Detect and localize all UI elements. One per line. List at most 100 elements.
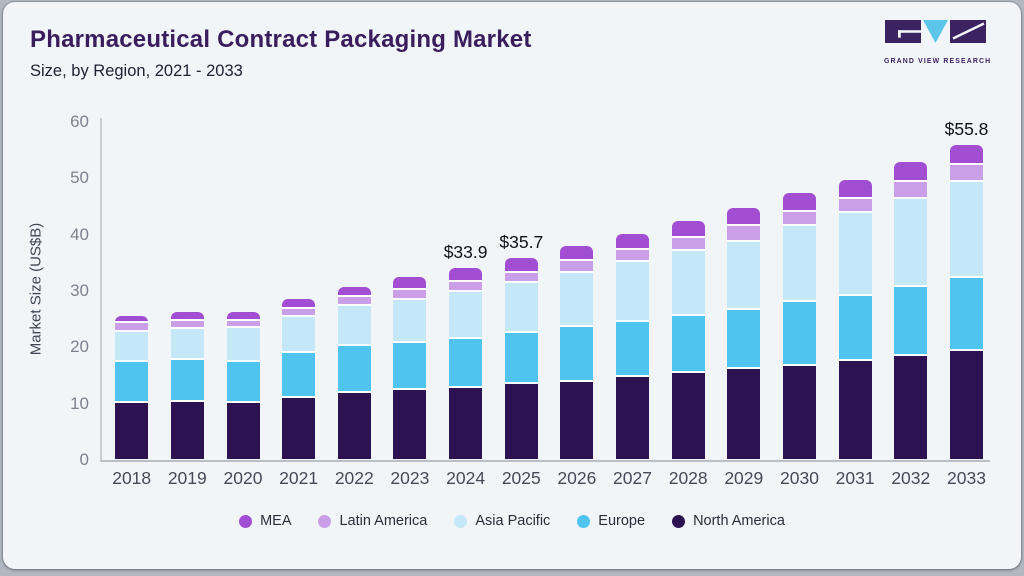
legend-dot-icon: [454, 514, 468, 528]
bar-2018: [115, 316, 149, 459]
x-tick-label-2024: 2024: [446, 468, 486, 488]
bar-segment-north-america: [950, 350, 983, 459]
bar-2033: [950, 144, 983, 459]
x-tick-label-2018: 2018: [112, 468, 152, 488]
bar-segment-mea: [950, 144, 983, 165]
bar-segment-latin-america: [282, 308, 316, 318]
bar-segment-mea: [616, 234, 649, 251]
bar-segment-asia-pacific: [838, 212, 872, 296]
legend-item-mea: MEA: [239, 513, 291, 529]
bar-segment-mea: [449, 268, 483, 283]
bar-segment-latin-america: [449, 282, 483, 293]
bar-segment-latin-america: [170, 321, 204, 329]
value-label-2024: $33.9: [443, 242, 488, 262]
x-tick-label-2032: 2032: [891, 468, 931, 488]
value-label-2033: $55.8: [944, 118, 989, 139]
x-tick-label-2029: 2029: [724, 468, 764, 488]
y-tick-label-30: 30: [70, 281, 89, 300]
bar-segment-mea: [894, 161, 928, 183]
bar-2019: [170, 312, 204, 459]
legend-label: Latin America: [339, 513, 428, 529]
bar-2032: [894, 161, 928, 459]
x-tick-label-2022: 2022: [334, 468, 374, 488]
legend-item-asia-pacific: Asia Pacific: [454, 513, 550, 529]
bar-segment-europe: [616, 322, 649, 378]
legend-item-latin-america: Latin America: [318, 513, 427, 529]
bar-segment-north-america: [616, 377, 649, 459]
brand-logo: GRAND VIEW RESEARCH: [884, 14, 990, 65]
bar-segment-asia-pacific: [894, 199, 928, 288]
y-tick-label-50: 50: [70, 168, 89, 188]
bar-segment-mea: [170, 312, 204, 322]
legend-label: North America: [693, 513, 785, 529]
bar-segment-mea: [393, 277, 427, 290]
bar-segment-asia-pacific: [727, 241, 761, 310]
bar-2024: [449, 268, 483, 459]
bar-segment-north-america: [170, 402, 204, 459]
y-tick-label-40: 40: [70, 224, 89, 244]
x-tick-label-2026: 2026: [557, 468, 597, 488]
y-tick-label-20: 20: [70, 337, 89, 357]
legend-item-europe: Europe: [577, 513, 645, 529]
bar-segment-latin-america: [671, 238, 705, 251]
value-label-2025: $35.7: [499, 231, 544, 252]
bar-segment-asia-pacific: [282, 317, 316, 354]
page-title: Pharmaceutical Contract Packaging Market: [30, 26, 532, 53]
bar-segment-asia-pacific: [783, 226, 816, 303]
bar-segment-north-america: [671, 373, 705, 459]
bar-segment-north-america: [838, 361, 872, 459]
legend-label: Asia Pacific: [475, 513, 551, 529]
bar-segment-asia-pacific: [504, 282, 538, 333]
bar-segment-latin-america: [337, 297, 371, 306]
bar-segment-mea: [115, 316, 149, 324]
bar-segment-mea: [504, 258, 538, 273]
bar-2030: [783, 192, 816, 459]
bar-segment-europe: [393, 343, 427, 391]
bar-2028: [671, 221, 705, 459]
bar-2020: [226, 312, 260, 459]
bar-segment-mea: [671, 221, 705, 239]
bar-segment-europe: [894, 287, 928, 356]
x-tick-label-2020: 2020: [223, 468, 263, 488]
x-tick-label-2031: 2031: [835, 468, 875, 488]
legend-dot-icon: [672, 514, 686, 528]
bar-segment-north-america: [894, 355, 928, 459]
bar-segment-mea: [727, 208, 761, 227]
bar-2023: [393, 277, 427, 459]
bar-segment-north-america: [115, 402, 149, 459]
bar-segment-asia-pacific: [226, 328, 260, 362]
bar-segment-mea: [226, 312, 260, 322]
x-tick-label-2019: 2019: [167, 468, 207, 488]
bar-segment-asia-pacific: [560, 272, 594, 328]
x-tick-label-2021: 2021: [279, 468, 319, 488]
x-tick-label-2027: 2027: [613, 468, 652, 488]
x-tick-label-2025: 2025: [501, 468, 541, 488]
bar-segment-asia-pacific: [950, 182, 983, 278]
infographic-card: Pharmaceutical Contract Packaging Market…: [3, 2, 1021, 569]
bar-segment-asia-pacific: [170, 328, 204, 361]
legend-label: Europe: [598, 513, 646, 529]
bar-segment-latin-america: [783, 211, 816, 227]
legend-dot-icon: [577, 514, 591, 528]
x-tick-label-2028: 2028: [668, 468, 708, 488]
page-subtitle: Size, by Region, 2021 - 2033: [30, 62, 243, 80]
bar-segment-north-america: [226, 402, 260, 459]
bar-segment-europe: [170, 360, 204, 403]
bar-2029: [727, 208, 761, 459]
gvr-logo-icon: [885, 20, 986, 43]
bar-segment-latin-america: [226, 321, 260, 329]
bar-segment-north-america: [504, 384, 538, 459]
bar-segment-europe: [504, 332, 538, 385]
bar-segment-europe: [671, 315, 705, 374]
bar-segment-europe: [282, 353, 316, 398]
bar-segment-north-america: [337, 393, 371, 459]
legend-dot-icon: [239, 514, 253, 528]
bar-2022: [337, 286, 371, 459]
y-axis-line: [100, 118, 102, 460]
bar-segment-europe: [727, 309, 761, 370]
bar-segment-europe: [337, 346, 371, 394]
x-tick-label-2033: 2033: [947, 468, 986, 488]
bar-segment-europe: [783, 302, 816, 366]
y-tick-label-10: 10: [70, 393, 89, 413]
bar-segment-north-america: [282, 397, 316, 459]
